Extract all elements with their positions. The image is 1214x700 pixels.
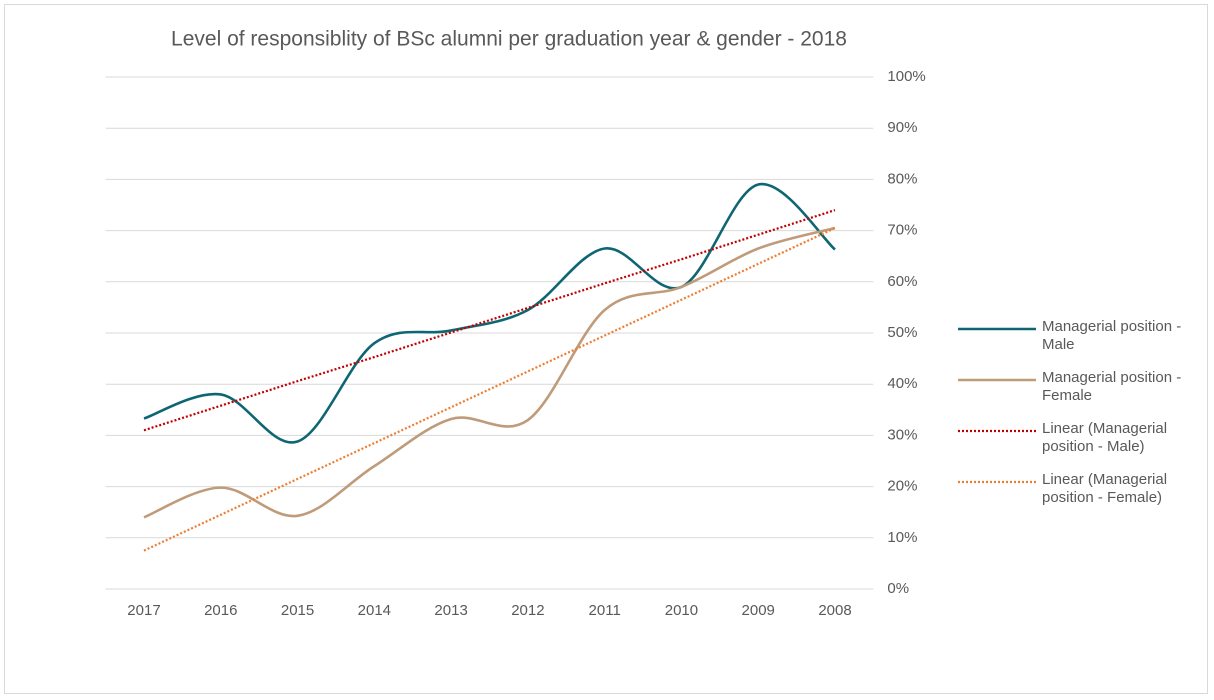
x-tick-label: 2017 — [127, 602, 160, 619]
x-tick-label: 2013 — [434, 602, 467, 619]
x-tick-label: 2016 — [204, 602, 237, 619]
x-tick-label: 2014 — [358, 602, 391, 619]
legend-item: Managerial position - Male — [958, 318, 1198, 369]
legend-item: Linear (Managerial position - Male) — [958, 420, 1198, 471]
x-tick-label: 2010 — [665, 602, 698, 619]
y-tick-label: 70% — [887, 222, 917, 239]
legend-swatch — [958, 480, 1036, 484]
legend-swatch — [958, 429, 1036, 433]
legend-label: Managerial position - Female — [1042, 369, 1182, 404]
y-tick-label: 60% — [887, 273, 917, 290]
y-tick-label: 90% — [887, 119, 917, 136]
series-line — [143, 209, 836, 432]
x-tick-label: 2012 — [511, 602, 544, 619]
x-tick-label: 2015 — [281, 602, 314, 619]
legend-swatch — [958, 378, 1036, 382]
series-line — [143, 227, 836, 552]
legend-label: Managerial position - Male — [1042, 318, 1182, 353]
y-tick-label: 80% — [887, 170, 917, 187]
series-line — [143, 226, 836, 519]
y-tick-label: 50% — [887, 324, 917, 341]
y-tick-label: 0% — [887, 580, 909, 597]
series-line — [143, 183, 836, 444]
legend-label: Linear (Managerial position - Male) — [1042, 420, 1168, 455]
legend-label: Linear (Managerial position - Female) — [1042, 471, 1168, 506]
y-tick-label: 100% — [887, 68, 925, 85]
chart-title: Level of responsiblity of BSc alumni per… — [171, 28, 847, 51]
legend-item: Managerial position - Female — [958, 369, 1198, 420]
chart-frame — [4, 4, 1208, 694]
x-tick-label: 2008 — [818, 602, 851, 619]
x-tick-label: 2011 — [589, 602, 621, 619]
y-tick-label: 30% — [887, 426, 917, 443]
legend-swatch — [958, 327, 1036, 331]
x-tick-label: 2009 — [742, 602, 775, 619]
legend: Managerial position - Male Managerial pos… — [958, 318, 1198, 522]
y-tick-label: 10% — [887, 529, 917, 546]
legend-item: Linear (Managerial position - Female) — [958, 471, 1198, 522]
y-tick-label: 40% — [887, 375, 917, 392]
y-tick-label: 20% — [887, 478, 917, 495]
